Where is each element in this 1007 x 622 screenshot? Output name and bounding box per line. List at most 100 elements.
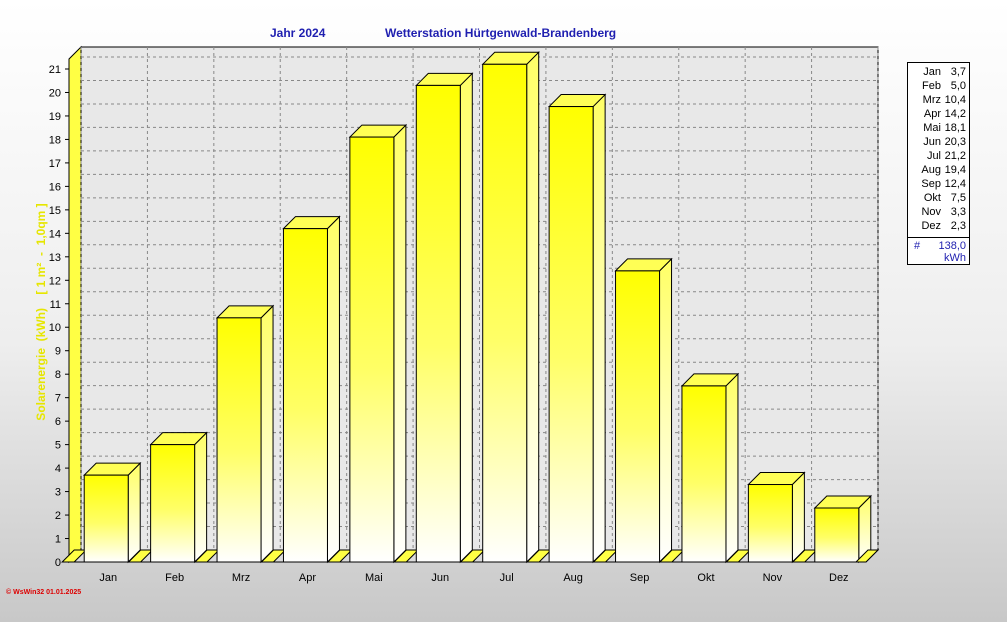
bar-mrz xyxy=(216,317,262,563)
legend-month: Feb xyxy=(922,80,941,92)
bar-side xyxy=(127,461,141,564)
legend-month: Mrz xyxy=(922,94,941,106)
legend-row: Nov 3,3 xyxy=(908,205,969,219)
x-tick-label: Mai xyxy=(365,572,383,584)
legend-value: 3,3 xyxy=(950,206,966,218)
x-tick-label: Aug xyxy=(563,572,583,584)
x-tick-labels: Jan Feb Mrz Apr Mai Jun Jul Aug Sep Okt Nov Dez xyxy=(99,572,848,584)
legend-value: 7,5 xyxy=(950,192,966,204)
y-tick-label: 13 xyxy=(49,252,61,264)
y-tick-label: 7 xyxy=(55,393,61,405)
x-tick-label: Mrz xyxy=(232,572,250,584)
x-tick-label: Jun xyxy=(431,572,449,584)
bar-feb xyxy=(150,444,196,563)
bar-apr xyxy=(282,228,328,563)
y-tick-label: 0 xyxy=(55,557,61,569)
x-tick-label: Sep xyxy=(630,572,650,584)
y-tick-label: 11 xyxy=(50,299,61,311)
y-tick-label: 9 xyxy=(55,346,61,358)
bar-side xyxy=(725,372,739,564)
legend-row: Dez 2,3 xyxy=(908,219,969,233)
floor-tile xyxy=(854,549,880,563)
legend-month: Mai xyxy=(923,122,941,134)
bar-aug xyxy=(548,106,594,563)
bar-jun xyxy=(415,84,461,563)
y-tick-label: 4 xyxy=(55,463,61,475)
legend-total-symbol: # xyxy=(914,240,921,252)
chart-station-title: Wetterstation Hürtgenwald-Brandenberg xyxy=(385,26,617,40)
legend-value: 2,3 xyxy=(950,220,966,232)
y-tick-label: 14 xyxy=(49,228,61,240)
x-tick-label: Apr xyxy=(299,572,316,584)
bar-side xyxy=(526,51,540,564)
legend-month: Nov xyxy=(921,206,941,218)
bars xyxy=(61,51,880,564)
y-tick-label: 16 xyxy=(49,181,61,193)
x-tick-label: Jul xyxy=(500,572,514,584)
legend-row: Apr 14,2 xyxy=(908,107,969,121)
y-tick-label: 18 xyxy=(49,134,61,146)
legend-total: 138,0 xyxy=(938,240,966,252)
x-tick-label: Dez xyxy=(829,572,849,584)
legend-month: Jun xyxy=(923,136,941,148)
bar-side xyxy=(326,215,340,564)
legend-divider xyxy=(908,237,969,238)
legend-row: Mai 18,1 xyxy=(908,121,969,135)
bar-dez xyxy=(814,507,860,563)
y-tick-label: 2 xyxy=(55,510,61,522)
y-tick-label: 21 xyxy=(49,64,61,76)
bar-side xyxy=(260,304,274,564)
bar-side xyxy=(194,431,208,564)
y-tick-label: 15 xyxy=(49,205,61,217)
legend-value: 3,7 xyxy=(950,66,966,78)
bar-mai xyxy=(349,136,395,563)
x-tick-label: Jan xyxy=(99,572,117,584)
legend-row: Sep 12,4 xyxy=(908,177,969,191)
y-tick-label: 8 xyxy=(55,369,61,381)
bar-side xyxy=(659,257,673,564)
legend-month: Apr xyxy=(923,108,941,120)
plot-back-wall xyxy=(80,46,879,551)
legend-row: Jul 21,2 xyxy=(908,149,969,163)
legend-value: 19,4 xyxy=(944,164,966,176)
y-tick-label: 5 xyxy=(55,440,61,452)
bar-sep xyxy=(615,270,661,563)
y-tick-label: 1 xyxy=(55,534,61,546)
chart-year-title: Jahr 2024 xyxy=(270,26,326,40)
legend-month: Okt xyxy=(923,192,941,204)
bar-side xyxy=(393,123,407,564)
plot-left-wall xyxy=(68,45,82,564)
legend-unit: kWh xyxy=(944,252,966,264)
bar-okt xyxy=(681,385,727,563)
y-tick-label: 3 xyxy=(55,487,61,499)
legend-value: 18,1 xyxy=(944,122,966,134)
legend-value: 20,3 xyxy=(944,136,966,148)
legend-month: Dez xyxy=(921,220,941,232)
bar-jul xyxy=(482,63,528,563)
y-tick-label: 6 xyxy=(55,416,61,428)
legend-month: Aug xyxy=(921,164,941,176)
bar-nov xyxy=(747,484,793,563)
legend-value: 14,2 xyxy=(944,108,966,120)
y-tick-label: 17 xyxy=(49,158,61,170)
legend-row: Feb 5,0 xyxy=(908,79,969,93)
bar-jan xyxy=(83,474,129,563)
y-tick-label: 19 xyxy=(49,111,61,123)
legend-row: Mrz 10,4 xyxy=(908,93,969,107)
y-axis-label: Solarenergie (kWh) [ 1 m² - 1,0qm ] xyxy=(34,203,48,421)
bar-side xyxy=(592,93,606,564)
x-tick-label: Nov xyxy=(763,572,783,584)
legend-value: 5,0 xyxy=(950,80,966,92)
legend-value: 21,2 xyxy=(944,150,966,162)
legend-row: Jun 20,3 xyxy=(908,135,969,149)
legend-row: Jan 3,7 xyxy=(908,65,969,79)
legend-month: Sep xyxy=(921,178,941,190)
y-tick-label: 10 xyxy=(49,322,61,334)
legend-month: Jan xyxy=(923,66,941,78)
y-tick-label: 20 xyxy=(49,87,61,99)
bar-side xyxy=(459,72,473,564)
x-tick-label: Feb xyxy=(165,572,184,584)
x-tick-label: Okt xyxy=(697,572,714,584)
